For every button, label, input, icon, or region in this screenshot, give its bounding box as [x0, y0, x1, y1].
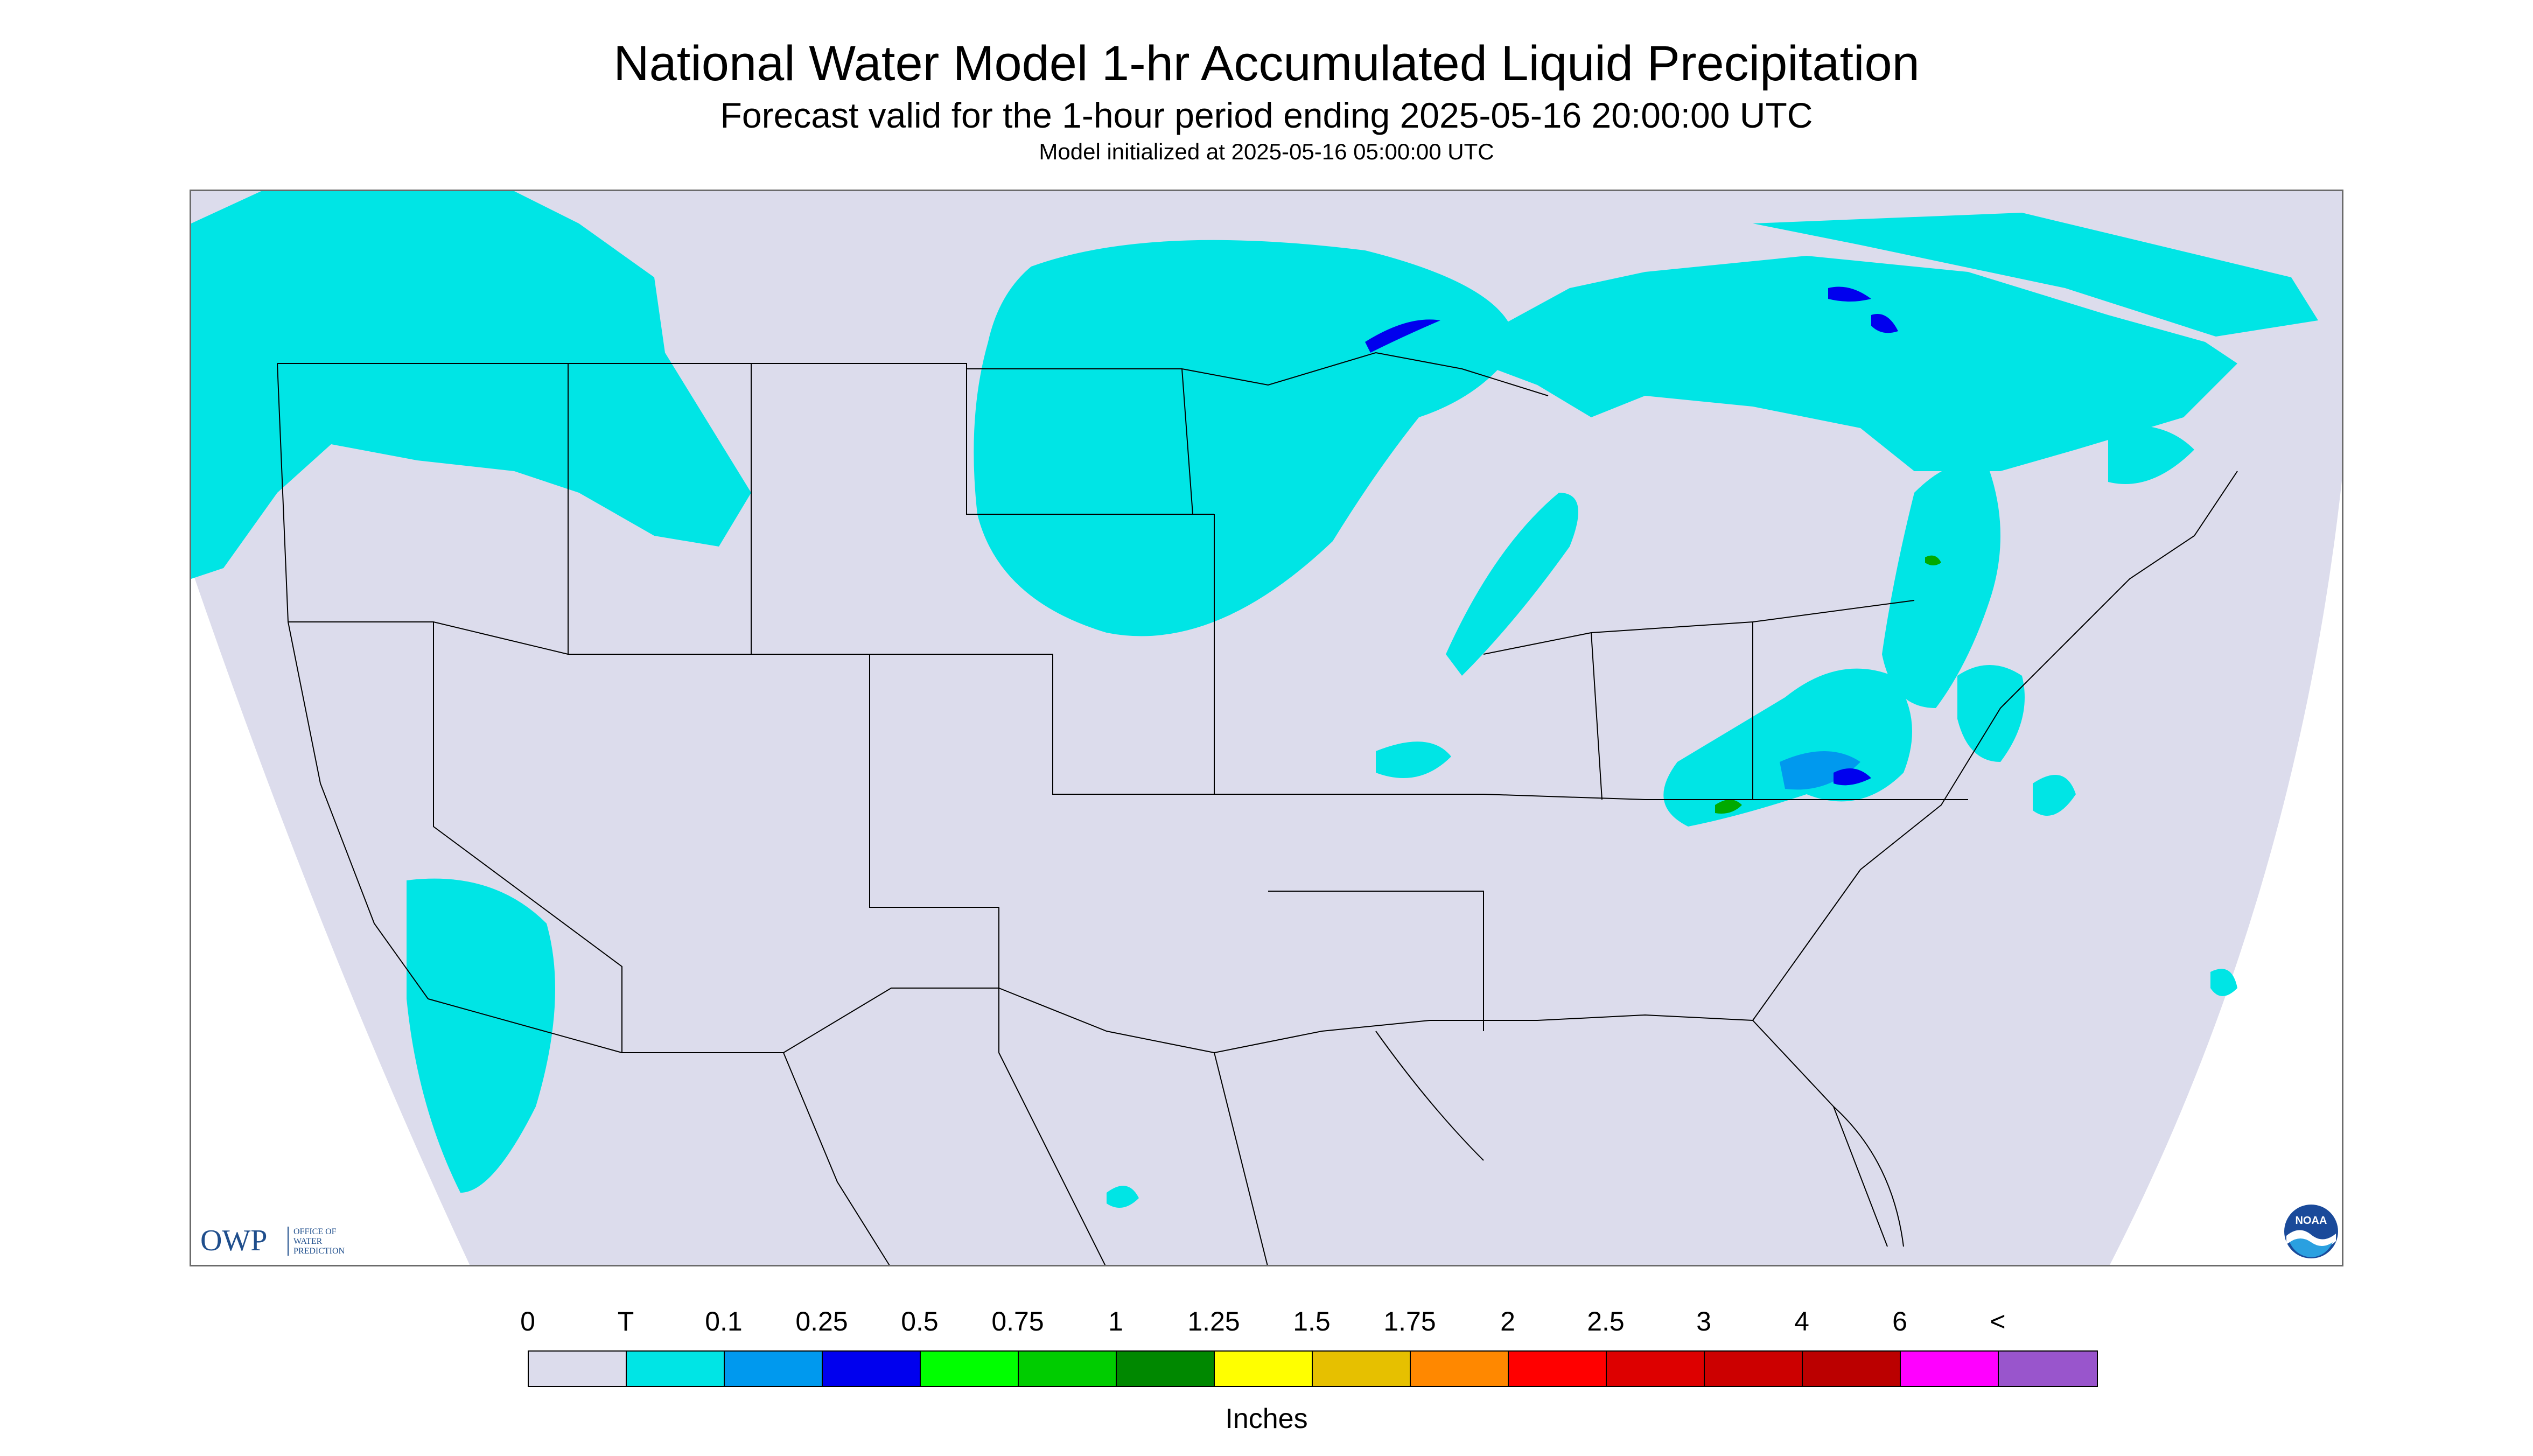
- legend-swatch: [823, 1352, 921, 1386]
- owp-logo-line-2: WATER: [293, 1237, 323, 1246]
- blue-streak-4: [1365, 319, 1440, 353]
- legend-swatch: [627, 1352, 725, 1386]
- green-spot-2: [1925, 555, 1941, 565]
- forecast-valid-subtitle: Forecast valid for the 1-hour period end…: [720, 95, 1813, 135]
- blue-streak-2: [1871, 314, 1898, 333]
- lake-michigan-band: [1446, 493, 1578, 676]
- legend-swatch: [1215, 1352, 1313, 1386]
- blue-streak-3: [1834, 768, 1871, 786]
- legend-tick-label: 4: [1794, 1306, 1809, 1336]
- legend-swatch: [921, 1352, 1019, 1386]
- noaa-logo: NOAA: [2283, 1203, 2339, 1262]
- mexico-spot: [1107, 1186, 1139, 1208]
- legend-tick-label: 2: [1500, 1306, 1515, 1336]
- legend-swatch: [1803, 1352, 1901, 1386]
- legend-swatch: [1019, 1352, 1117, 1386]
- blue-streak-1: [1828, 286, 1871, 302]
- legend-tick-label: 1.25: [1187, 1306, 1240, 1336]
- atlantic-spot: [2033, 775, 2076, 816]
- map-canvas: [191, 191, 2342, 1265]
- model-init-note: Model initialized at 2025-05-16 05:00:00…: [1039, 139, 1494, 164]
- legend-tick-label: T: [617, 1306, 634, 1336]
- legend-swatch: [1999, 1352, 2097, 1386]
- legend-color-bar: [528, 1350, 2098, 1387]
- light-blue-band: [1780, 751, 1860, 790]
- legend-tick-label: <: [1990, 1306, 2006, 1336]
- legend-swatch: [1607, 1352, 1705, 1386]
- legend-swatch: [1509, 1352, 1607, 1386]
- legend-swatch: [529, 1352, 627, 1386]
- owp-logo-graphic: OWP OFFICE OF WATER PREDICTION: [200, 1224, 345, 1257]
- legend-tick-label: 0.5: [901, 1306, 939, 1336]
- legend-tick-label: 1: [1108, 1306, 1123, 1336]
- illinois-spot: [1376, 741, 1451, 778]
- ohio-valley-cluster: [1663, 668, 1912, 827]
- legend-tick-label: 1.5: [1293, 1306, 1331, 1336]
- legend-swatch: [725, 1352, 823, 1386]
- new-england-spots: [2108, 425, 2194, 484]
- precipitation-map[interactable]: [190, 190, 2343, 1266]
- owp-logo-line-1: OFFICE OF: [293, 1227, 337, 1236]
- legend-tick-label: 0.25: [795, 1306, 848, 1336]
- precip-trace-areas: [191, 191, 2318, 1208]
- legend-tick-label: 6: [1892, 1306, 1907, 1336]
- legend-swatch: [1411, 1352, 1509, 1386]
- noaa-logo-text: NOAA: [2296, 1215, 2327, 1227]
- map-title: National Water Model 1-hr Accumulated Li…: [613, 36, 1920, 91]
- precip-heavier-areas: [1365, 286, 1941, 814]
- legend-tick-label: 2.5: [1587, 1306, 1625, 1336]
- owp-logo-line-3: PREDICTION: [293, 1247, 345, 1256]
- great-lakes-band: [1451, 256, 2237, 471]
- noaa-logo-graphic: NOAA: [2284, 1205, 2338, 1258]
- gulf-spot: [2210, 969, 2237, 996]
- legend-swatch: [1313, 1352, 1411, 1386]
- legend-tick-label: 0: [520, 1306, 535, 1336]
- canada-band: [1753, 213, 2318, 337]
- mid-atlantic-cluster: [1957, 665, 2025, 762]
- legend-units: Inches: [1225, 1403, 1308, 1434]
- legend-swatch: [1901, 1352, 1999, 1386]
- northeast-cluster: [1882, 464, 2000, 708]
- pacific-northwest-rain: [191, 191, 751, 579]
- legend-tick-label: 0.75: [991, 1306, 1044, 1336]
- legend-tick-label: 0.1: [705, 1306, 743, 1336]
- green-spot-1: [1715, 800, 1742, 814]
- legend-tick-label: 3: [1696, 1306, 1711, 1336]
- legend-swatch: [1117, 1352, 1215, 1386]
- legend-tick-label: 1.75: [1383, 1306, 1436, 1336]
- southwest-offshore: [407, 878, 555, 1193]
- owp-logo: OWP OFFICE OF WATER PREDICTION: [199, 1222, 377, 1263]
- legend-swatch: [1705, 1352, 1803, 1386]
- political-boundaries: [277, 352, 2238, 1265]
- owp-logo-mark: OWP: [200, 1224, 267, 1257]
